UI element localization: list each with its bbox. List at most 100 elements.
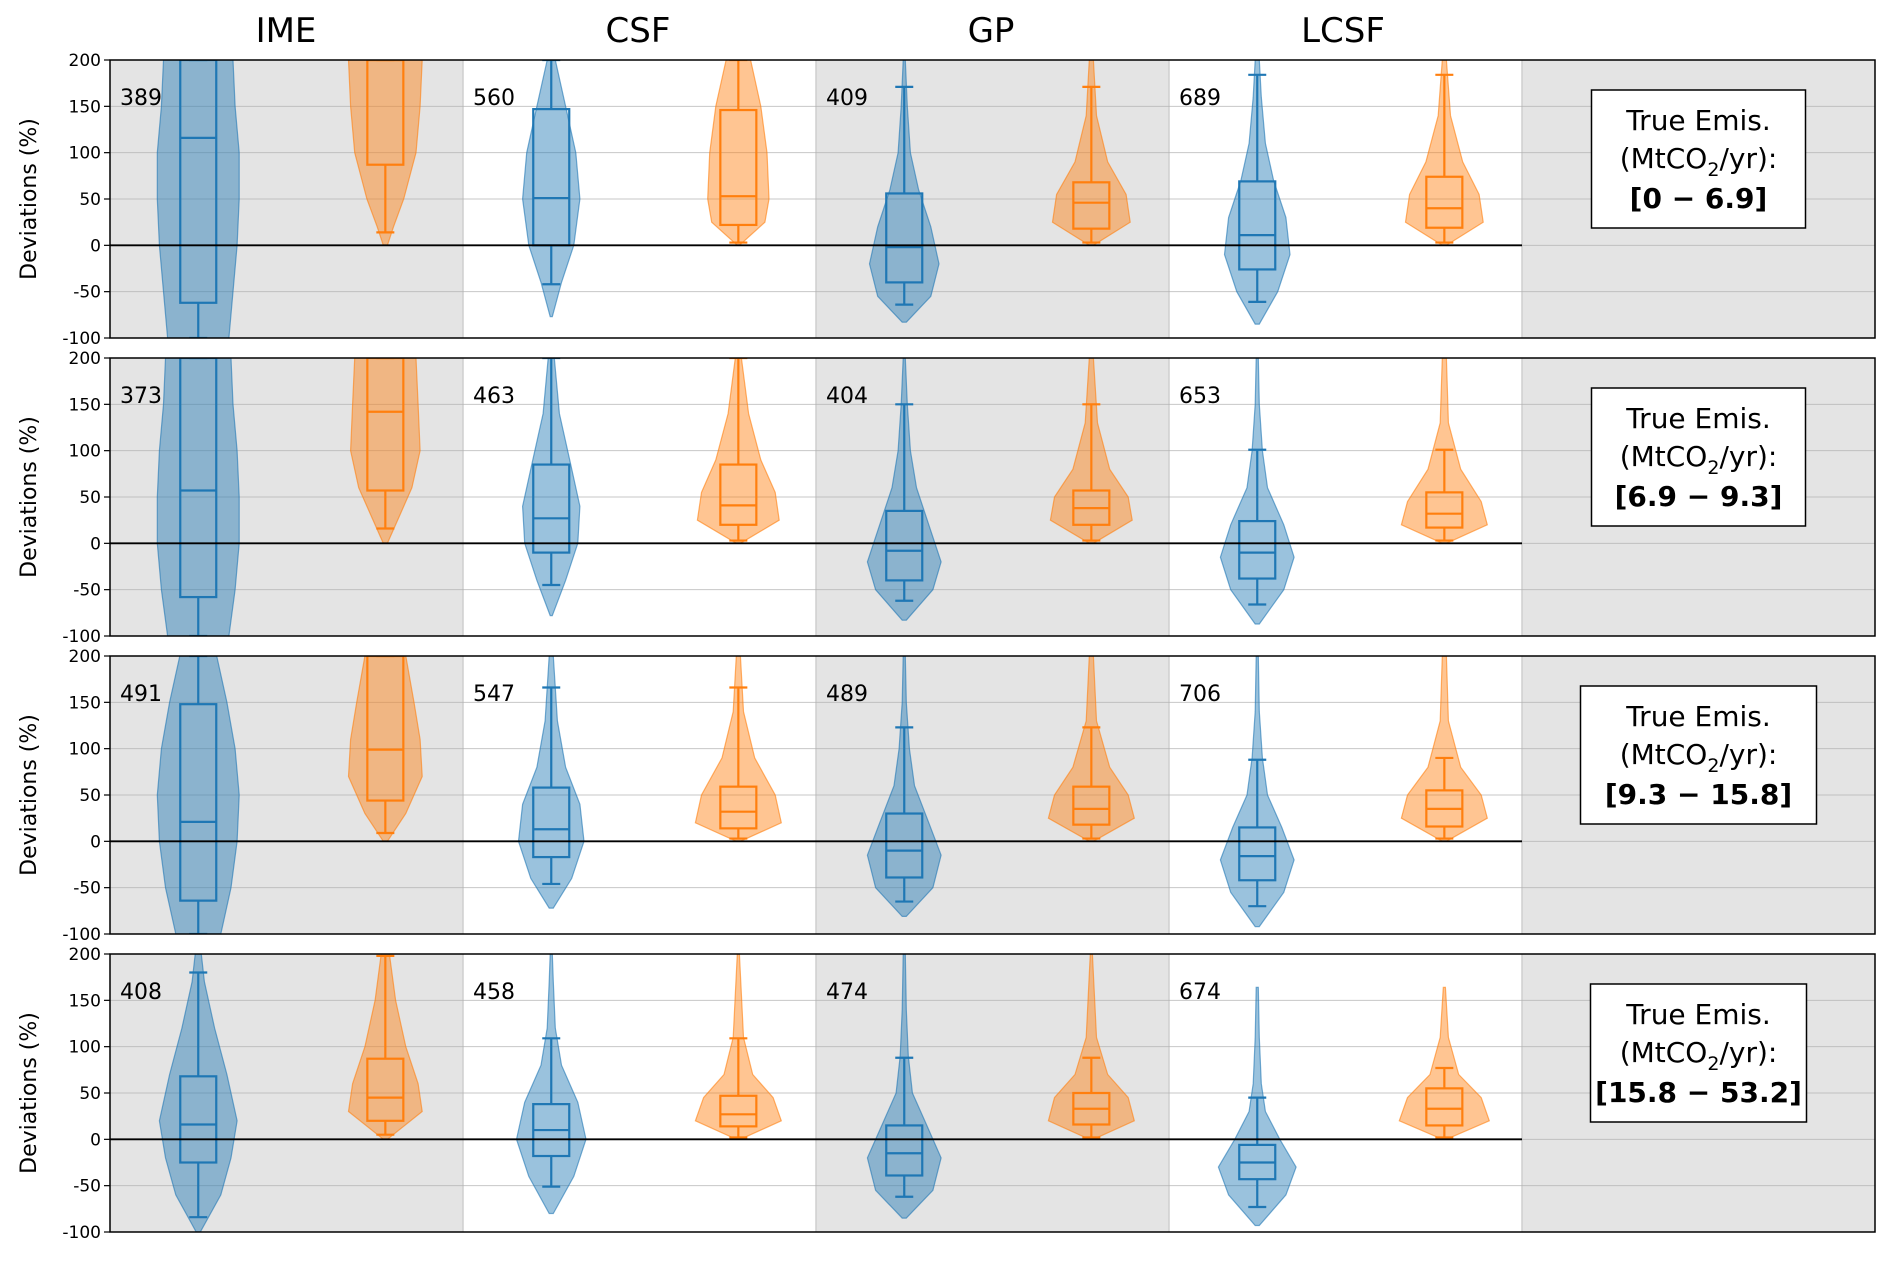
unit-suffix: /yr): [1719,1036,1777,1069]
column-title-gp: GP [968,11,1015,51]
sample-count-ime: 491 [120,682,162,707]
panel-row-4: 200 150 100 50 0 -50 -100 Deviations (%) 408 458 4… [17,945,1876,1243]
column-title-ime: IME [256,11,317,51]
y-tick-label: 50 [79,190,101,210]
unit-subscript: 2 [1707,159,1719,181]
y-tick-label: 0 [90,1130,101,1150]
emission-box-line1: True Emis. [1625,402,1771,435]
y-tick-label: 100 [69,1038,101,1058]
column-title-lcsf: LCSF [1301,11,1385,51]
y-tick-label: -100 [62,329,101,349]
emission-box-line1: True Emis. [1625,700,1771,733]
sample-count-lcsf: 674 [1179,980,1221,1005]
box-absolute [1425,1087,1464,1127]
box-absolute [1425,491,1464,529]
y-tick-label: 150 [69,97,101,117]
panel-frame [109,357,1876,637]
sample-count-csf: 560 [473,86,515,111]
box-signed [179,60,218,304]
box-signed [1238,826,1277,882]
box-absolute [719,1094,758,1128]
y-tick-label: -50 [73,1177,101,1197]
box-absolute [719,108,758,227]
unit-subscript: 2 [1707,755,1719,777]
unit-suffix: /yr): [1719,738,1777,771]
y-tick-label: -100 [62,1223,101,1243]
box-absolute [1072,181,1111,230]
emission-range-label: [6.9 − 9.3] [1615,480,1783,513]
y-tick-label: 200 [69,51,101,71]
violin-signed-ime [156,656,240,934]
y-tick-label: 100 [69,740,101,760]
column-titles: IME CSF GP LCSF [256,11,1385,51]
unit-suffix: /yr): [1719,440,1777,473]
emission-range-label: [0 − 6.9] [1630,182,1768,215]
panel-frame [109,655,1876,935]
unit-prefix: (MtCO [1620,1036,1708,1069]
violin-absolute-lcsf [1398,986,1491,1140]
sample-count-csf: 463 [473,384,515,409]
box-absolute [366,656,405,802]
box-absolute [719,463,758,526]
box-absolute [1072,785,1111,826]
emission-range-label: [15.8 − 53.2] [1595,1076,1802,1109]
emission-range-box [1590,89,1807,229]
panel-row-3: 200 150 100 50 0 -50 -100 Deviations (%) 491 547 4… [17,647,1876,945]
box-signed [885,812,924,879]
emission-box-line2: (MtCO2/yr): [1620,440,1778,479]
y-tick-label: 150 [69,991,101,1011]
unit-prefix: (MtCO [1620,440,1708,473]
box-absolute [366,1057,405,1122]
emission-range-box [1590,387,1807,527]
emission-range-label: [9.3 − 15.8] [1605,778,1792,811]
panel-content [156,358,1489,636]
sample-count-gp: 474 [826,980,868,1005]
box-signed [179,1075,218,1164]
box-signed [532,463,571,554]
panel-row-2: 200 150 100 50 0 -50 -100 Deviations (%) 373 463 4… [17,349,1876,647]
box-absolute [719,785,758,830]
sample-count-csf: 547 [473,682,515,707]
box-absolute [366,60,405,166]
sample-count-lcsf: 653 [1179,384,1221,409]
sample-count-ime: 408 [120,980,162,1005]
y-tick-label: 100 [69,442,101,462]
violin-signed-lcsf [1223,60,1291,325]
y-tick-label: 0 [90,534,101,554]
y-tick-label: -100 [62,925,101,945]
unit-subscript: 2 [1707,457,1719,479]
box-signed [885,192,924,284]
y-tick-label: 150 [69,693,101,713]
y-tick-label: 50 [79,1084,101,1104]
sample-count-csf: 458 [473,980,515,1005]
y-tick-label: 0 [90,236,101,256]
violin-signed-ime [156,60,240,338]
y-tick-label: 200 [69,647,101,667]
violin-absolute-lcsf [1400,656,1488,842]
box-signed [885,1124,924,1177]
column-title-csf: CSF [606,11,671,51]
panel-row-1: 200 150 100 50 0 -50 -100 Deviations (%) 389 560 4… [17,51,1876,349]
sample-count-gp: 409 [826,86,868,111]
unit-subscript: 2 [1707,1053,1719,1075]
box-absolute [366,358,405,492]
box-signed [532,786,571,859]
violin-signed-ime [158,954,238,1232]
panel-content [156,656,1488,934]
y-axis-label: Deviations (%) [17,1012,42,1174]
box-absolute [1425,175,1464,229]
box-signed [179,703,218,902]
panel-frame [109,59,1876,339]
box-signed [1238,519,1277,580]
violin-signed-csf [521,60,581,318]
box-signed [885,509,924,582]
box-signed [179,358,218,599]
panel-content [158,954,1491,1232]
unit-suffix: /yr): [1719,142,1777,175]
y-tick-label: -50 [73,581,101,601]
sample-count-ime: 389 [120,86,162,111]
sample-count-lcsf: 689 [1179,86,1221,111]
y-axis-label: Deviations (%) [17,714,42,876]
